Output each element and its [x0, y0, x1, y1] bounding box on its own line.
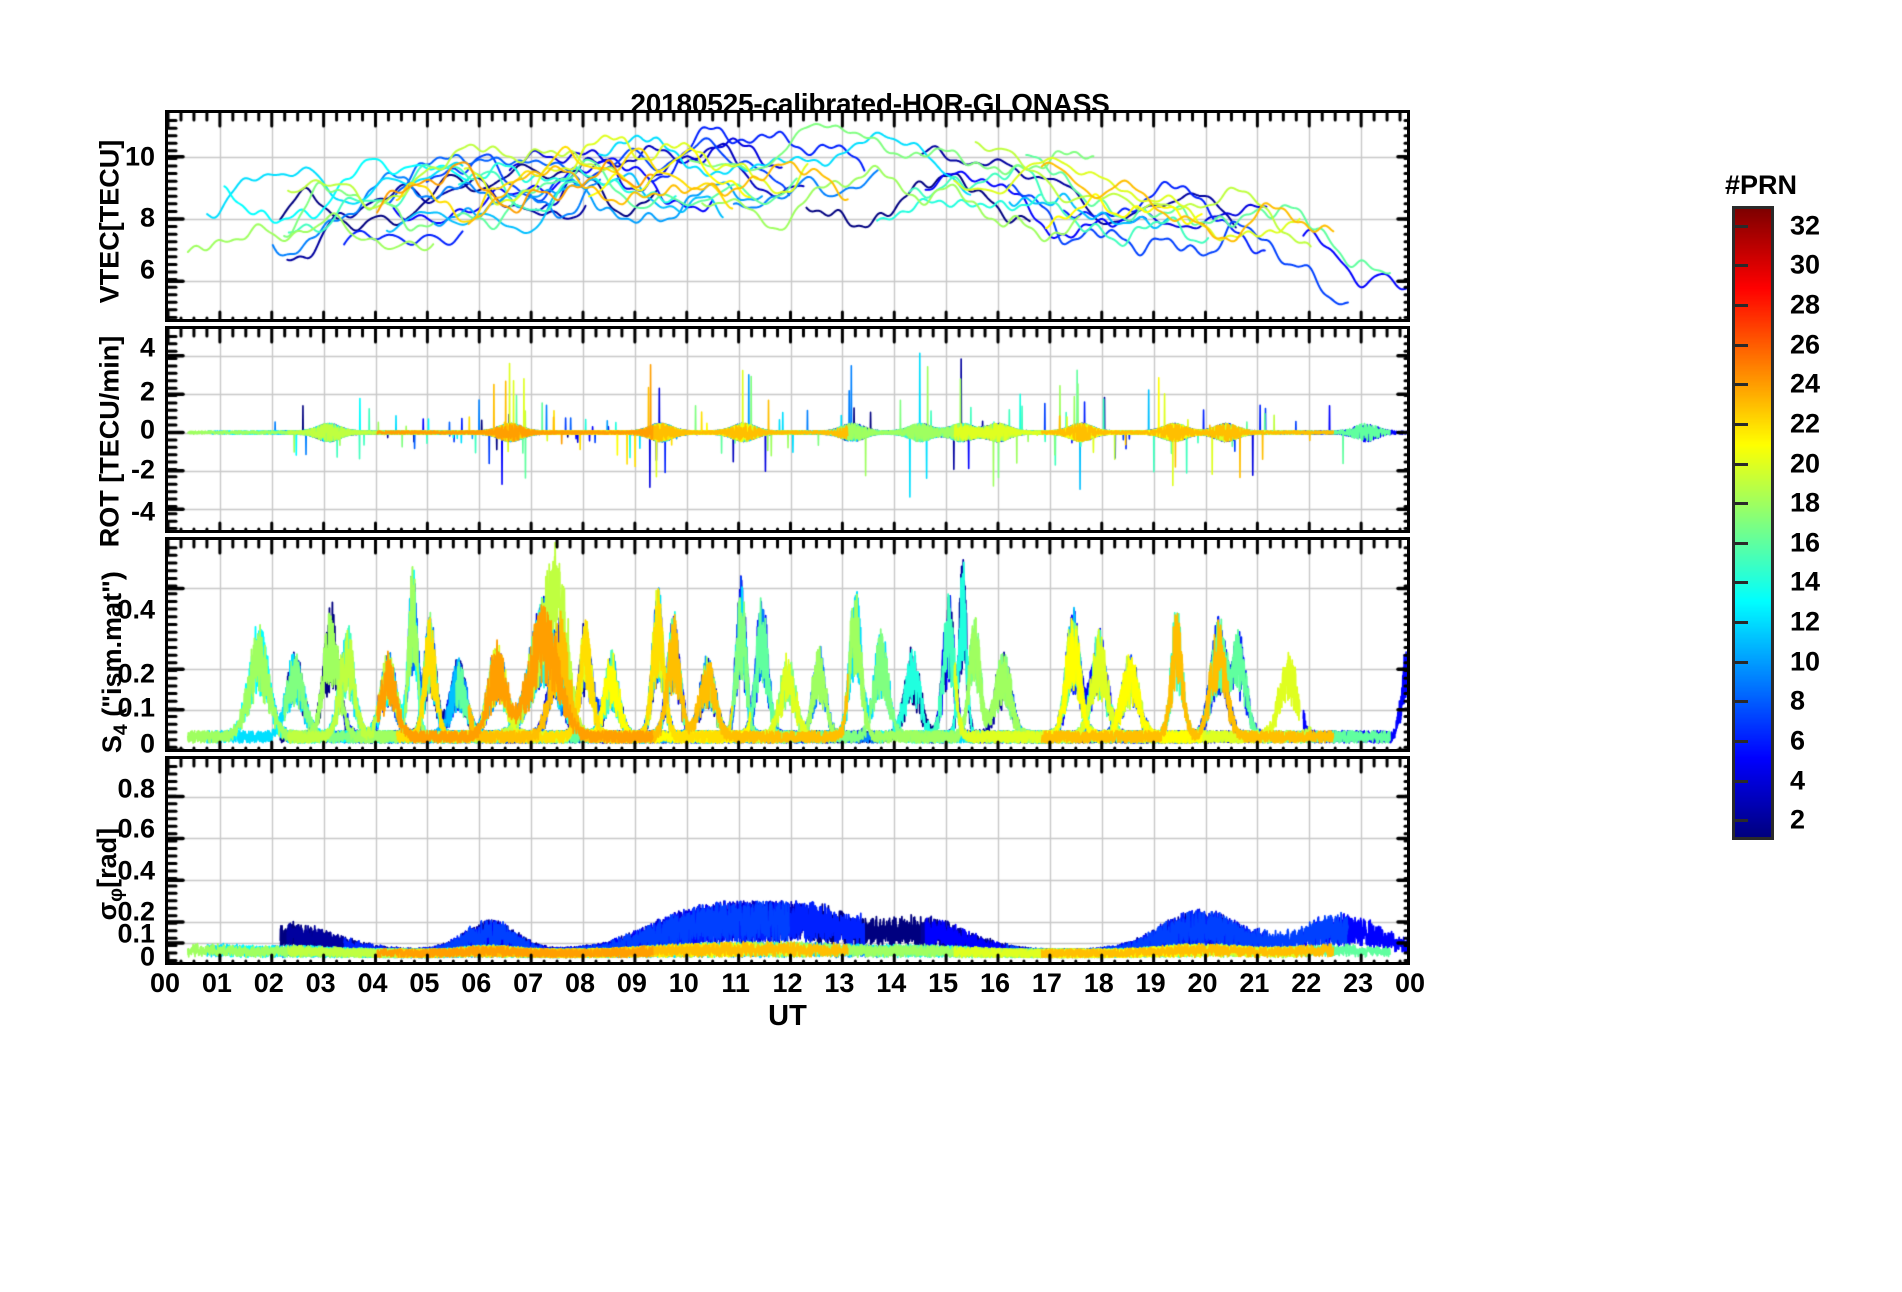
panel-vtec	[165, 110, 1410, 322]
panel-sigma-phi-ytick-06: 0.6	[117, 813, 155, 844]
panel-sigma-phi	[165, 756, 1410, 965]
colorbar-tick-22: 22	[1790, 408, 1821, 439]
x-tick-5: 05	[409, 968, 440, 998]
colorbar-tickmark-4	[1732, 779, 1748, 783]
panel-sigma-phi-ytick-08: 0.8	[117, 773, 155, 804]
x-tick-0: 00	[149, 968, 181, 998]
colorbar-tick-10: 10	[1790, 646, 1821, 677]
panel-rot-ytick-neg2: -2	[130, 454, 155, 485]
colorbar-tickmark-14	[1732, 581, 1748, 585]
colorbar-tickmark-2	[1732, 819, 1748, 823]
colorbar-tick-32: 32	[1790, 210, 1821, 241]
colorbar-title: #PRN	[1725, 170, 1798, 200]
colorbar-tick-30: 30	[1790, 249, 1821, 280]
panel-rot-ytick-2: 2	[139, 376, 155, 407]
x-tick-13: 13	[824, 968, 855, 998]
x-tick-2: 02	[253, 968, 284, 998]
x-tick-18: 18	[1083, 968, 1114, 998]
colorbar-tickmark-16	[1732, 541, 1748, 545]
x-tick-17: 17	[1031, 968, 1062, 998]
x-tick-7: 07	[513, 968, 544, 998]
colorbar-tick-6: 6	[1790, 725, 1806, 756]
colorbar-tick-26: 26	[1790, 329, 1821, 360]
panel-vtec-ytick-8: 8	[139, 202, 155, 233]
x-tick-21: 21	[1239, 968, 1270, 998]
colorbar-tick-28: 28	[1790, 289, 1821, 320]
x-tick-16: 16	[979, 968, 1011, 998]
panel-sigma-phi-ytick-0: 0	[139, 941, 155, 972]
panel-rot-ytick-neg4: -4	[130, 496, 155, 527]
colorbar-tick-16: 16	[1790, 527, 1821, 558]
x-tick-20: 20	[1187, 968, 1218, 998]
colorbar-tickmark-32	[1732, 224, 1748, 228]
panel-s4	[165, 537, 1410, 752]
colorbar-tickmark-18	[1732, 502, 1748, 506]
colorbar	[1732, 206, 1774, 840]
colorbar-tickmark-30	[1732, 264, 1748, 268]
colorbar-tickmark-22	[1732, 422, 1748, 426]
panel-sigma-phi-ytick-01: 0.1	[117, 918, 155, 949]
x-tick-15: 15	[928, 968, 959, 998]
panel-s4-ytick-0: 0	[139, 728, 155, 759]
x-axis-label: UT	[768, 1000, 807, 1032]
x-tick-3: 03	[305, 968, 336, 998]
colorbar-tickmark-8	[1732, 700, 1748, 704]
x-tick-4: 04	[357, 968, 388, 998]
colorbar-tickmark-6	[1732, 739, 1748, 743]
x-tick-6: 06	[461, 968, 492, 998]
x-tick-19: 19	[1135, 968, 1166, 998]
colorbar-tick-8: 8	[1790, 685, 1806, 716]
panel-rot	[165, 326, 1410, 533]
colorbar-tick-20: 20	[1790, 448, 1821, 479]
colorbar-tickmark-26	[1732, 343, 1748, 347]
x-tick-23: 23	[1343, 968, 1374, 998]
panel-vtec-ytick-6: 6	[139, 254, 155, 285]
colorbar-tick-18: 18	[1790, 487, 1821, 518]
panel-s4-ytick-01: 0.1	[117, 692, 155, 723]
panel-s4-ytick-04: 0.4	[117, 594, 155, 625]
x-tick-11: 11	[721, 968, 750, 998]
panel-rot-ytick-4: 4	[139, 332, 155, 363]
panel-vtec-ytick-10: 10	[124, 141, 155, 172]
colorbar-tick-12: 12	[1790, 606, 1821, 637]
panel-sigma-phi-ytick-04: 0.4	[117, 855, 155, 886]
x-tick-14: 14	[876, 968, 907, 998]
panel-s4-ytick-02: 0.2	[117, 658, 155, 689]
colorbar-tickmark-12	[1732, 621, 1748, 625]
colorbar-tickmark-24	[1732, 383, 1748, 387]
colorbar-tickmark-20	[1732, 462, 1748, 466]
x-tick-12: 12	[772, 968, 803, 998]
x-tick-10: 10	[668, 968, 699, 998]
colorbar-tickmark-28	[1732, 304, 1748, 308]
panel-sigma-phi-ytick-02: 0.2	[117, 896, 155, 927]
x-tick-8: 08	[564, 968, 596, 998]
x-tick-24: 00	[1394, 968, 1426, 998]
colorbar-tick-24: 24	[1790, 368, 1821, 399]
colorbar-tickmark-10	[1732, 660, 1748, 664]
colorbar-tick-4: 4	[1790, 765, 1806, 796]
panel-rot-ytick-0: 0	[139, 414, 155, 445]
colorbar-tick-2: 2	[1790, 804, 1806, 835]
x-tick-22: 22	[1291, 968, 1322, 998]
x-tick-1: 01	[201, 968, 232, 998]
x-tick-9: 09	[616, 968, 647, 998]
colorbar-tick-14: 14	[1790, 566, 1821, 597]
